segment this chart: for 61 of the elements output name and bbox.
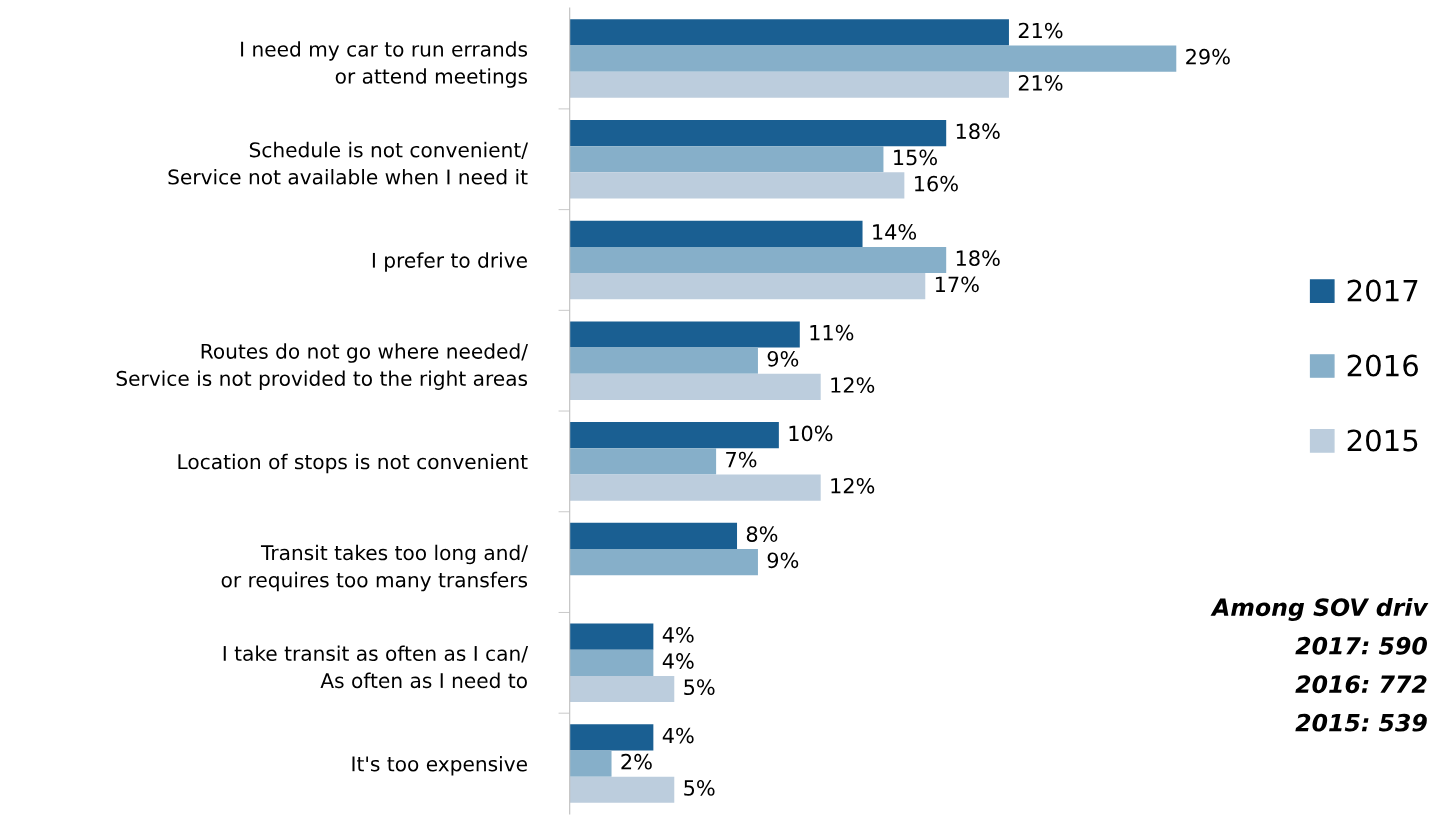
y-tick-label: Schedule is not convenient/ Service not available when I need it	[168, 141, 529, 185]
y-tick-label: Transit takes too long and/ or requires too many transfers	[221, 544, 529, 592]
data-label: 18%	[956, 123, 1000, 140]
data-label: 21%	[1018, 75, 1063, 91]
data-label: 7%	[726, 451, 757, 468]
bar	[569, 373, 821, 400]
data-label: 21%	[1018, 22, 1063, 39]
data-label: 12%	[831, 377, 875, 393]
legend-label: 2015	[1347, 429, 1418, 452]
data-label: 4%	[662, 626, 694, 643]
bar	[569, 273, 926, 300]
text: Among SOV driv	[1210, 597, 1429, 621]
legend-label: 2016	[1347, 354, 1418, 377]
bar	[569, 220, 863, 247]
bar	[569, 246, 947, 274]
legend-label: 2017	[1347, 279, 1418, 302]
data-label: 10%	[789, 425, 833, 442]
bar	[569, 347, 758, 374]
data-label: 9%	[767, 552, 799, 569]
bar	[569, 649, 654, 676]
data-label: 4%	[662, 727, 694, 744]
bar	[569, 474, 821, 501]
data-label: 9%	[767, 350, 799, 367]
data-label: 8%	[746, 526, 778, 542]
bar	[569, 623, 654, 650]
bar	[569, 119, 947, 147]
data-label: 2%	[621, 753, 652, 770]
bar	[569, 71, 1009, 98]
bar	[569, 675, 675, 703]
bar	[569, 19, 1009, 46]
data-label: 5%	[684, 679, 715, 696]
bar	[569, 422, 779, 449]
bar	[569, 146, 884, 173]
bar	[569, 172, 905, 199]
text: 2017: 590	[1295, 636, 1427, 655]
bar	[569, 750, 612, 777]
y-tick-label: Location of stops is not convenient	[178, 453, 528, 474]
data-label: 14%	[873, 224, 917, 240]
data-label: 15%	[894, 149, 937, 166]
bar	[569, 45, 1177, 72]
data-label: 18%	[956, 250, 1000, 267]
bar	[569, 549, 758, 576]
bar	[569, 724, 654, 751]
data-label: 16%	[915, 175, 958, 192]
text: 2016: 772	[1295, 675, 1427, 694]
y-tick-label: It's too expensive	[352, 755, 527, 776]
data-label: 4%	[662, 653, 694, 669]
y-tick-label: I need my car to run errands or attend meetings	[241, 41, 528, 88]
text: 2015: 539	[1295, 713, 1427, 732]
y-tick-label: I take transit as often as I can/ As often as I need to	[223, 645, 529, 689]
data-label: 5%	[684, 780, 715, 796]
bar	[569, 522, 738, 550]
data-label: 17%	[935, 276, 979, 293]
bar	[569, 448, 717, 475]
data-label: 29%	[1186, 48, 1230, 65]
data-label: 11%	[810, 324, 854, 341]
bar	[569, 776, 675, 803]
y-tick-label: Routes do not go where needed/ Service is not provided to the right areas	[116, 343, 529, 390]
y-tick-label: I prefer to drive	[372, 252, 527, 272]
data-label: 12%	[831, 477, 875, 494]
bar	[569, 321, 800, 348]
